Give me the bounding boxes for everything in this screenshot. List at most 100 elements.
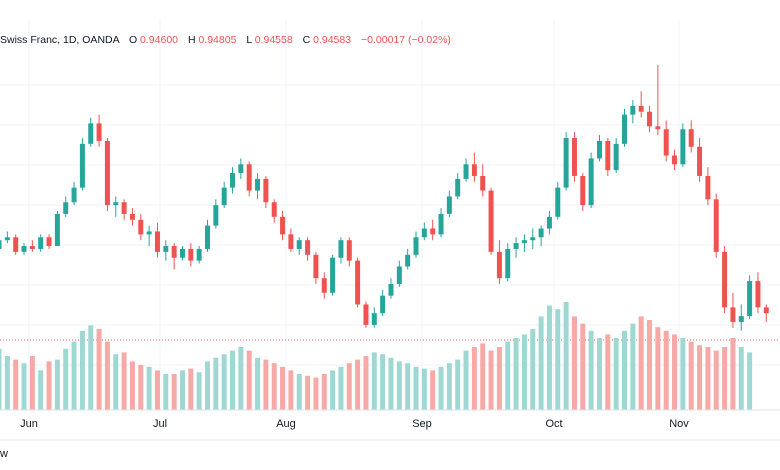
volume-bar	[355, 359, 361, 410]
volume-bar	[546, 305, 552, 410]
candle	[138, 213, 144, 241]
candle-body	[113, 202, 119, 206]
candle-body	[405, 254, 411, 267]
volume-bar	[21, 363, 27, 410]
candle	[755, 272, 761, 314]
volume-bar	[688, 341, 694, 410]
volume-bar	[179, 370, 185, 410]
volume-bar	[521, 334, 527, 410]
candle-body	[313, 254, 319, 279]
candle	[238, 158, 244, 179]
volume-bar	[471, 347, 477, 410]
close-label: C	[303, 34, 311, 46]
candle	[446, 190, 452, 217]
volume-bar	[129, 361, 135, 410]
volume-bar	[380, 354, 386, 410]
candle-body	[330, 257, 336, 293]
footer-text[interactable]: w	[0, 448, 8, 460]
volume-bar	[663, 330, 669, 410]
candle	[480, 164, 486, 197]
candle-body	[722, 251, 728, 308]
volume-bar	[246, 350, 252, 410]
candle	[388, 278, 394, 299]
candle	[213, 199, 219, 229]
candle-body	[246, 164, 252, 191]
volume-bar	[113, 354, 119, 410]
candle-body	[179, 248, 185, 258]
candle-body	[163, 246, 169, 252]
candle-body	[154, 231, 160, 252]
candle-body	[21, 246, 27, 252]
candle	[46, 234, 52, 249]
volume-bar	[571, 316, 577, 410]
candle	[730, 292, 736, 328]
volume-bar	[530, 329, 536, 410]
change-value: −0.00017 (−0.02%)	[361, 34, 451, 46]
candle	[622, 108, 627, 147]
candle-body	[205, 225, 210, 249]
candle-body	[355, 260, 361, 305]
candle	[188, 243, 194, 267]
candle	[647, 105, 653, 133]
candle	[296, 237, 302, 255]
candle	[88, 117, 94, 147]
volume-bar	[488, 350, 494, 410]
candle-body	[396, 266, 402, 284]
candle-body	[571, 138, 577, 176]
candle-body	[138, 219, 144, 235]
volume-bar	[46, 361, 52, 410]
candle-body	[271, 202, 277, 217]
volume-bar	[205, 361, 210, 410]
candle	[205, 219, 210, 252]
candle	[438, 208, 444, 238]
volume-bar	[480, 343, 486, 410]
volume-bar	[0, 348, 2, 410]
volume-bar	[96, 329, 102, 410]
candle-body	[705, 175, 711, 200]
candle-body	[421, 228, 427, 238]
candle	[496, 240, 502, 284]
candle-body	[280, 216, 286, 235]
candle	[271, 199, 277, 223]
candle	[697, 138, 703, 182]
candle-body	[88, 123, 94, 144]
candle-body	[647, 111, 653, 127]
candle	[521, 234, 527, 252]
candle	[463, 158, 469, 182]
candle-body	[488, 190, 494, 252]
candle	[21, 243, 27, 255]
volume-bar	[555, 309, 561, 410]
volume-bar	[446, 363, 452, 410]
volume-bar	[188, 368, 194, 410]
candle-body	[255, 178, 261, 191]
candle-body	[430, 228, 436, 235]
candle	[471, 152, 477, 182]
candle-body	[104, 140, 110, 206]
ohlc-legend: Swiss Franc, 1D, OANDA O 0.94600 H 0.948…	[0, 34, 451, 46]
volume-bar	[238, 347, 244, 410]
volume-bar	[230, 350, 236, 410]
candle-body	[496, 251, 502, 279]
volume-bar	[463, 350, 469, 410]
candle-body	[288, 234, 294, 249]
volume-bar	[280, 366, 286, 410]
candle-body	[221, 187, 227, 206]
candle	[413, 231, 419, 258]
candle	[113, 196, 119, 217]
candle-body	[13, 237, 19, 252]
candle-body	[388, 284, 394, 296]
volume-bar	[580, 323, 586, 410]
volume-bar	[263, 359, 269, 410]
candle-body	[563, 138, 569, 188]
volume-bar	[104, 341, 110, 410]
candle	[580, 173, 586, 211]
candle	[29, 240, 35, 252]
candle-body	[480, 175, 486, 191]
volume-bar	[747, 352, 753, 410]
candle-body	[38, 237, 44, 249]
candle-body	[663, 129, 669, 156]
candle-body	[238, 164, 244, 174]
candles	[0, 65, 769, 331]
volume-bar	[313, 377, 319, 410]
